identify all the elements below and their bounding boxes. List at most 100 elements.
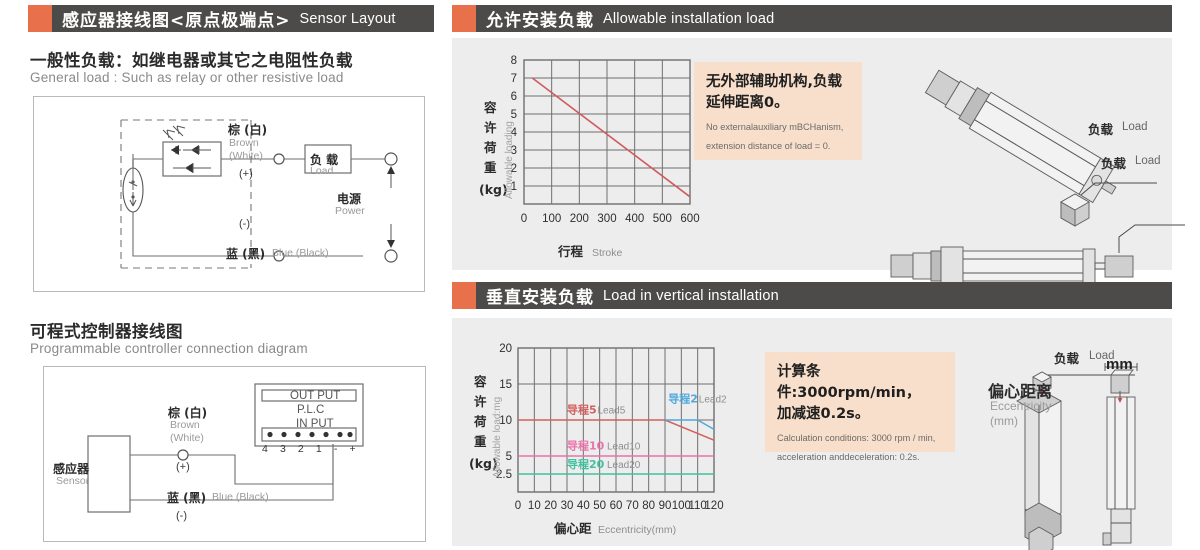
svg-text:Lead20: Lead20: [607, 460, 641, 471]
label-power-cn: 电源: [337, 192, 362, 206]
label-blue-wire-cn: 蓝 (黑): [226, 247, 266, 261]
label-blue-wire-en: Blue (Black): [272, 247, 329, 259]
callout-calc-conditions: 计算条件:3000rpm/min， 加减速0.2s。 Calculation c…: [765, 352, 955, 462]
svg-text:0: 0: [515, 500, 521, 512]
svg-text:110: 110: [688, 500, 706, 512]
svg-text:导程20: 导程20: [567, 457, 605, 471]
svg-text:Lead10: Lead10: [607, 442, 641, 453]
label-eccentricity-en-2: (mm): [990, 414, 1018, 428]
label-plc-blue-cn: 蓝 (黑): [167, 491, 207, 505]
chart1-xlabel-cn: 行程: [557, 244, 584, 259]
section-title-en: Sensor Layout: [299, 10, 396, 27]
svg-text:40: 40: [577, 500, 590, 512]
label-plc-positive: (+): [176, 461, 190, 473]
label-eccentricity-cn: 偏心距离: [988, 382, 1053, 401]
callout-1-en-line1: No externalauxiliary mBCHanism,: [706, 122, 844, 133]
svg-text:导程5: 导程5: [567, 403, 597, 417]
section-header-vertical-load: 垂直安装负载 Load in vertical installation: [452, 282, 1172, 309]
callout-1-en-line2: extension distance of load = 0.: [706, 141, 831, 152]
chart2-xlabel-en: Eccentricity(mm): [598, 524, 676, 536]
label-load-cn: 负 载: [310, 153, 339, 167]
svg-text:5: 5: [511, 109, 517, 121]
callout-2-en-line2: acceleration anddeceleration: 0.2s.: [777, 452, 920, 463]
label-plc-brown-en-2: (White): [170, 432, 204, 444]
label-eccentricity-en-1: Eccentricity: [990, 399, 1052, 413]
label-brown-wire-en-2: (White): [229, 150, 263, 162]
svg-text:0: 0: [521, 213, 527, 225]
chart2-ylabel-cn-2: 许: [474, 394, 487, 409]
svg-text:2.5: 2.5: [496, 469, 512, 481]
callout-2-en-line1: Calculation conditions: 3000 rpm / min,: [777, 433, 936, 444]
label-plc-input: IN PUT: [296, 418, 334, 430]
chart2-ylabel-cn-3: 荷: [473, 414, 487, 429]
label-brown-wire-en-1: Brown: [229, 137, 259, 149]
svg-text:8: 8: [511, 55, 517, 67]
label-horizontal-load-en-1: Load: [1122, 121, 1148, 133]
chart2-xlabel-cn: 偏心距: [554, 521, 592, 536]
label-power-en: Power: [335, 205, 365, 217]
svg-text:6: 6: [511, 91, 517, 103]
sensor-circuit-frame: [33, 96, 425, 292]
section-header-sensor-layout: 感应器接线图<原点极端点> Sensor Layout: [28, 5, 434, 32]
chart2-ylabel-cn-4: 重: [474, 434, 487, 449]
svg-text:120: 120: [704, 500, 723, 512]
callout-1-cn-line1: 无外部辅助机构,负载: [706, 74, 843, 90]
chart2-ylabel-cn-1: 容: [473, 374, 487, 389]
svg-text:200: 200: [570, 213, 589, 225]
callout-2-cn-line1: 计算条件:3000rpm/min，: [777, 364, 921, 402]
header-bar-2: 允许安装负载 Allowable installation load: [476, 5, 1172, 32]
svg-text:3: 3: [511, 145, 517, 157]
svg-text:20: 20: [499, 343, 512, 355]
label-sensor-cn: 感应器: [53, 462, 90, 476]
subtitle-general-load-en: General load : Such as relay or other re…: [30, 70, 344, 85]
sensor-circuit-diagram: [120, 119, 398, 269]
section-header-allowable-load: 允许安装负载 Allowable installation load: [452, 5, 1172, 32]
svg-text:100: 100: [542, 213, 561, 225]
svg-text:Lead2: Lead2: [699, 395, 727, 406]
illustration-horizontal-actuators: [890, 69, 1185, 286]
header-accent-swatch: [28, 5, 52, 32]
svg-text:70: 70: [626, 500, 639, 512]
svg-text:300: 300: [597, 213, 616, 225]
label-plc-brown-cn: 棕 (白): [168, 406, 208, 420]
chart2-ylabel-en: Allowable load:mg: [492, 397, 503, 478]
header-accent-swatch-3: [452, 282, 476, 309]
svg-text:400: 400: [625, 213, 644, 225]
label-vertical-mm: mm: [1106, 356, 1133, 373]
label-negative-terminal: (-): [239, 218, 250, 230]
svg-text:1: 1: [511, 181, 517, 193]
header-accent-swatch-2: [452, 5, 476, 32]
subtitle-plc-en: Programmable controller connection diagr…: [30, 341, 308, 356]
chart1-ylabel-cn-1: 容: [483, 100, 497, 115]
label-vertical-load-cn: 负载: [1054, 351, 1080, 366]
label-brown-wire-cn: 棕 (白): [228, 123, 268, 137]
header-bar-3: 垂直安装负载 Load in vertical installation: [476, 282, 1172, 309]
svg-text:80: 80: [642, 500, 655, 512]
chart1-xlabel-en: Stroke: [592, 247, 623, 259]
section-title-cn-3: 垂直安装负载: [486, 288, 594, 308]
label-horizontal-load-cn-2: 负载: [1101, 156, 1127, 171]
label-horizontal-load-cn-1: 负载: [1088, 122, 1114, 137]
label-load-en: Load: [310, 165, 334, 177]
label-positive-terminal: (+): [239, 168, 253, 180]
svg-text:10: 10: [499, 415, 512, 427]
svg-text:90: 90: [659, 500, 672, 512]
section-title-cn: 感应器接线图<原点极端点>: [62, 11, 291, 31]
chart1-ylabel-en: Allowable loading: [504, 121, 515, 199]
chart2-ylabel-unit: (kg): [469, 456, 498, 471]
svg-text:7: 7: [511, 73, 517, 85]
svg-text:100: 100: [672, 500, 691, 512]
chart1-ylabel-cn-2: 许: [484, 120, 497, 135]
svg-text:2: 2: [511, 163, 517, 175]
label-plc-outnput: OUT PUT: [290, 390, 341, 402]
svg-text:导程10: 导程10: [567, 439, 605, 453]
label-plc-negative: (-): [176, 510, 187, 522]
chart1-ylabel-cn-3: 荷: [483, 140, 497, 155]
load-cube-diagonal: [1060, 193, 1090, 227]
label-vertical-load-en: Load: [1089, 350, 1115, 362]
subtitle-plc-cn: 可程式控制器接线图: [30, 322, 183, 341]
label-sensor-en: Sensor: [56, 475, 90, 487]
chart1-ylabel-unit: (kg): [479, 182, 508, 197]
